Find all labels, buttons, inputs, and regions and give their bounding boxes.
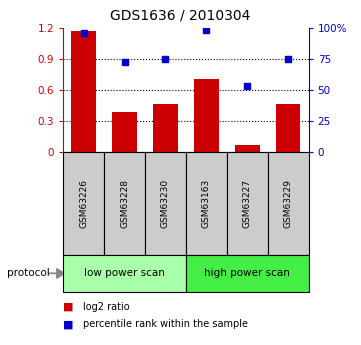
Point [204, 27, 209, 33]
Text: GSM63227: GSM63227 [243, 179, 252, 228]
Point [162, 56, 168, 61]
Text: ■: ■ [63, 319, 74, 329]
Text: GSM63229: GSM63229 [284, 179, 293, 228]
Bar [153, 104, 178, 152]
Text: low power scan: low power scan [84, 268, 165, 278]
Point [81, 30, 87, 35]
Text: high power scan: high power scan [204, 268, 290, 278]
Text: log2 ratio: log2 ratio [83, 302, 130, 312]
Bar [276, 104, 300, 152]
Text: GDS1636 / 2010304: GDS1636 / 2010304 [110, 9, 251, 23]
Bar [112, 112, 137, 152]
Point [285, 56, 291, 61]
Text: ■: ■ [63, 302, 74, 312]
Text: GSM63228: GSM63228 [120, 179, 129, 228]
Text: GSM63230: GSM63230 [161, 179, 170, 228]
Bar [71, 31, 96, 152]
Point [122, 60, 127, 65]
Text: protocol: protocol [7, 268, 50, 278]
Text: percentile rank within the sample: percentile rank within the sample [83, 319, 248, 329]
Text: GSM63226: GSM63226 [79, 179, 88, 228]
Point [244, 83, 250, 89]
Bar [194, 79, 219, 152]
Text: GSM63163: GSM63163 [202, 179, 211, 228]
Bar [235, 145, 260, 152]
